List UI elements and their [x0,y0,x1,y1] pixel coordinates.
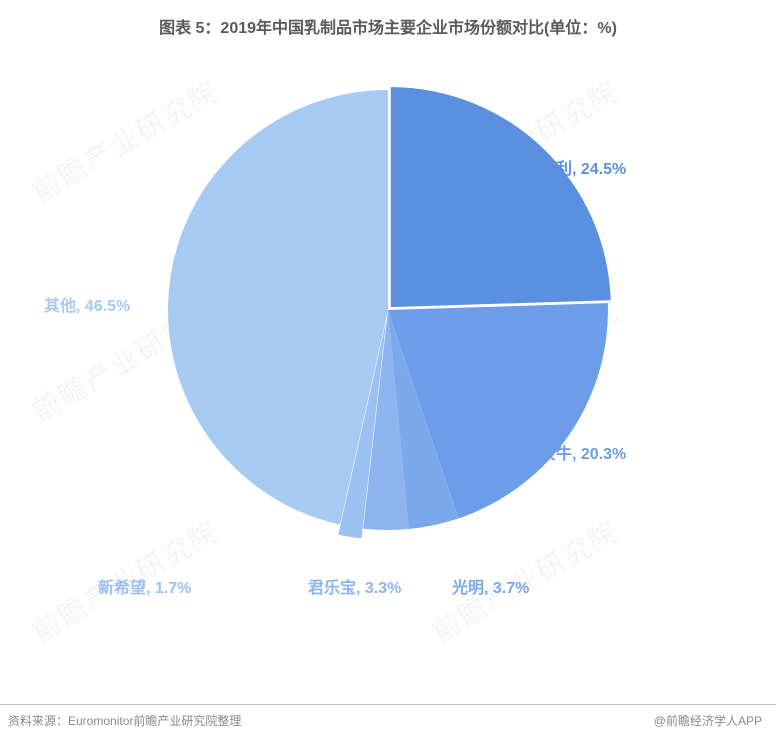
slice-label-君乐宝: 君乐宝, 3.3% [308,574,401,598]
pie-chart [148,70,628,550]
chart-title: 图表 5：2019年中国乳制品市场主要企业市场份额对比(单位：%) [0,14,776,38]
slice-label-其他: 其他, 46.5% [44,292,130,316]
slice-label-伊利: 伊利, 24.5% [540,155,626,179]
pie-slice-其他 [168,90,388,525]
footer-attribution: @前瞻经济学人APP [654,712,762,729]
footer-source: 资料来源：Euromonitor前瞻产业研究院整理 [8,712,241,729]
slice-label-蒙牛: 蒙牛, 20.3% [540,440,626,464]
pie-slice-伊利 [391,87,611,307]
chart-footer: 资料来源：Euromonitor前瞻产业研究院整理 @前瞻经济学人APP [0,704,776,736]
chart-container: 图表 5：2019年中国乳制品市场主要企业市场份额对比(单位：%) 前瞻产业研究… [0,0,776,700]
slice-label-新希望: 新希望, 1.7% [98,574,191,598]
slice-label-光明: 光明, 3.7% [452,574,529,598]
